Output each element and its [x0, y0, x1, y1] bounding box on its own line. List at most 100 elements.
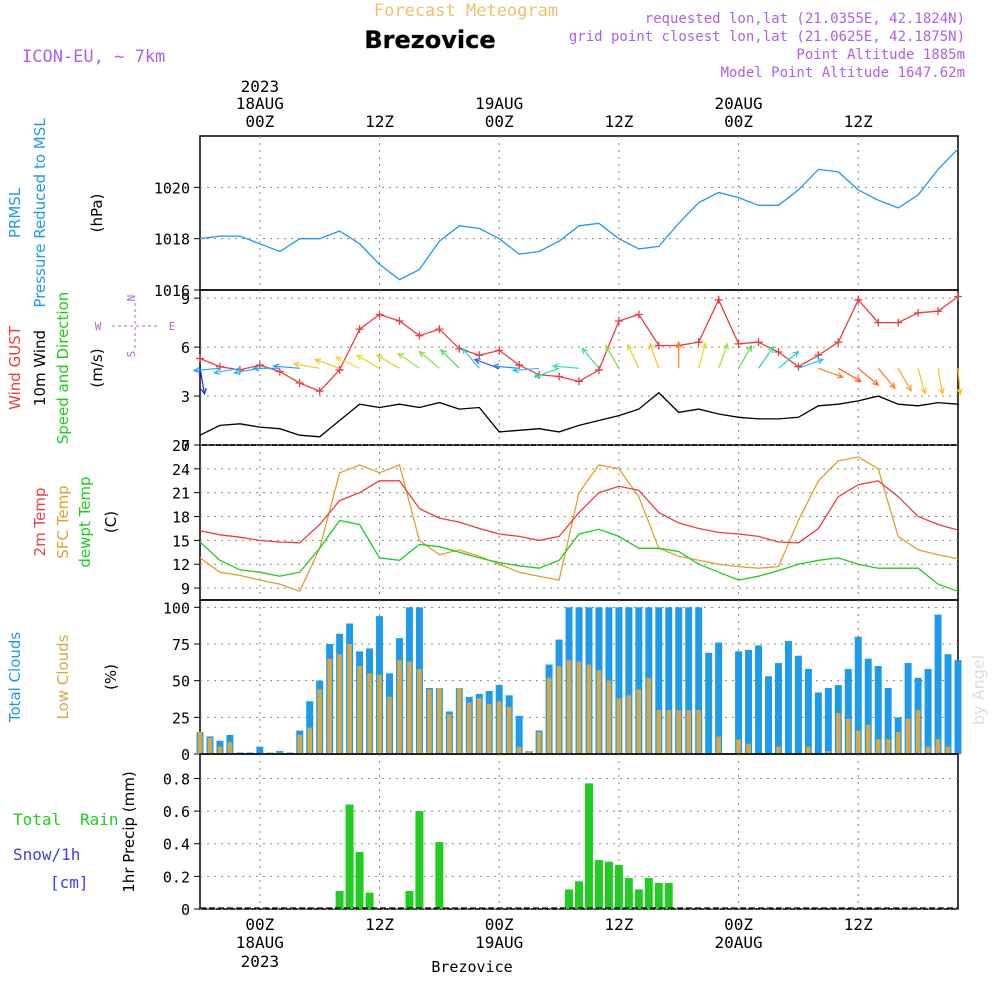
- gust-marker: [634, 310, 643, 319]
- low-cloud-bar: [496, 701, 502, 754]
- panel-3: 0 25 50 75 100: [163, 599, 962, 764]
- low-cloud-bar: [556, 666, 562, 754]
- wind-direction-arrow: [778, 351, 799, 369]
- wind-arrow-head: [252, 365, 260, 372]
- bottom-date-label: 19AUG: [475, 933, 523, 952]
- label-hpa: (hPa): [88, 194, 106, 233]
- wind-arrow-head: [792, 350, 800, 358]
- low-cloud-bar: [586, 664, 592, 754]
- wind-arrow-head: [533, 372, 541, 379]
- low-cloud-bar: [417, 668, 422, 754]
- rain-bar: [624, 878, 633, 909]
- wind-direction-arrow: [193, 367, 220, 372]
- wind-direction-arrow: [957, 368, 961, 395]
- total-cloud-bar: [665, 607, 673, 754]
- temp-2m-line: [199, 480, 959, 544]
- total-cloud-bar: [695, 607, 703, 754]
- dewpt-line: [199, 519, 959, 592]
- low-cloud-bar: [716, 736, 721, 754]
- total-cloud-bar: [755, 645, 763, 754]
- y-tick-label: 0.6: [163, 803, 190, 821]
- low-cloud-bar: [885, 739, 891, 754]
- total-cloud-bar: [615, 607, 623, 754]
- wind-arrow-head: [581, 347, 588, 355]
- label-prmsl: PRMSL: [6, 187, 24, 238]
- watermark: by Angel: [969, 655, 988, 725]
- label-ms: (m/s): [88, 348, 106, 387]
- wind-arrow-head: [551, 363, 559, 370]
- label-dewpt-temp: dewpt Temp: [76, 476, 94, 567]
- total-cloud-bar: [605, 607, 613, 754]
- wind-arrow-head: [200, 387, 207, 396]
- y-tick-label: 50: [172, 673, 190, 691]
- y-tick-label: 27: [172, 437, 190, 455]
- y-tick-label: 9: [181, 580, 190, 598]
- rain-bar: [584, 783, 593, 909]
- label-wind-gust: Wind GUST: [6, 325, 24, 410]
- panel-2: 9 12 15 18 21 24 27: [172, 437, 959, 601]
- low-cloud-bar: [327, 658, 332, 754]
- gust-marker: [395, 317, 404, 325]
- wind-arrow-head: [461, 347, 469, 355]
- pressure-series-line: [199, 148, 959, 281]
- wind-arrow-head: [722, 342, 729, 350]
- rain-bar: [435, 842, 444, 909]
- top-hour-label: 00Z: [245, 112, 274, 131]
- y-tick-label: 0.2: [163, 868, 190, 886]
- low-cloud-bar: [865, 724, 871, 754]
- low-cloud-bar: [945, 746, 951, 754]
- wind-direction-arrow: [419, 351, 440, 369]
- rain-bar: [335, 891, 344, 909]
- gust-marker: [834, 338, 843, 347]
- gust-marker: [914, 308, 923, 317]
- total-cloud-bar: [675, 607, 683, 754]
- wind-direction-arrow: [534, 367, 560, 378]
- gust-marker: [794, 362, 803, 371]
- low-cloud-bar: [636, 689, 642, 754]
- label-pct: (%): [102, 664, 120, 690]
- top-hour-label: 12Z: [844, 112, 873, 131]
- wind-direction-arrow: [698, 343, 706, 369]
- total-cloud-bar: [884, 688, 892, 754]
- low-cloud-bar: [407, 661, 412, 754]
- gust-marker: [415, 331, 424, 340]
- wind-arrow-head: [701, 341, 708, 350]
- y-tick-label: 25: [172, 709, 190, 727]
- low-cloud-bar: [297, 734, 303, 754]
- label-total-clouds: Total Clouds: [6, 632, 24, 724]
- y-tick-label: 3: [181, 388, 190, 406]
- wind-direction-arrow: [440, 349, 460, 369]
- wind-arrow-head: [396, 352, 405, 359]
- low-cloud-bar: [855, 730, 861, 754]
- gust-marker: [315, 387, 324, 396]
- low-cloud-bar: [476, 698, 482, 754]
- low-cloud-bar: [905, 718, 911, 754]
- top-date-label: 20AUG: [714, 94, 762, 113]
- rain-bar: [664, 882, 673, 909]
- low-cloud-bar: [447, 714, 452, 754]
- total-cloud-bar: [256, 746, 264, 754]
- gust-marker: [894, 318, 903, 327]
- total-cloud-bar: [655, 607, 663, 754]
- panel-0: 1016 1018 1020: [154, 135, 959, 300]
- label-snow: Snow/1h: [13, 845, 80, 864]
- wind-arrow-head: [439, 348, 447, 356]
- bottom-hour-label: 12Z: [604, 915, 633, 934]
- low-cloud-bar: [676, 710, 682, 754]
- label-2m-temp: 2m Temp: [31, 488, 49, 557]
- wind-arrow-head: [473, 358, 481, 365]
- gust-marker: [455, 344, 464, 353]
- wind-arrow-head: [355, 354, 364, 361]
- total-cloud-bar: [954, 660, 962, 754]
- total-cloud-bar: [844, 668, 852, 754]
- gust-marker: [475, 351, 484, 360]
- wind-direction-arrow: [462, 348, 480, 369]
- y-tick-label: 0.4: [163, 836, 190, 854]
- wind-arrow-head: [292, 361, 301, 368]
- gust-marker: [734, 339, 743, 348]
- low-cloud-bar: [317, 689, 322, 754]
- gust-marker: [874, 318, 883, 327]
- low-cloud-bar: [437, 688, 442, 754]
